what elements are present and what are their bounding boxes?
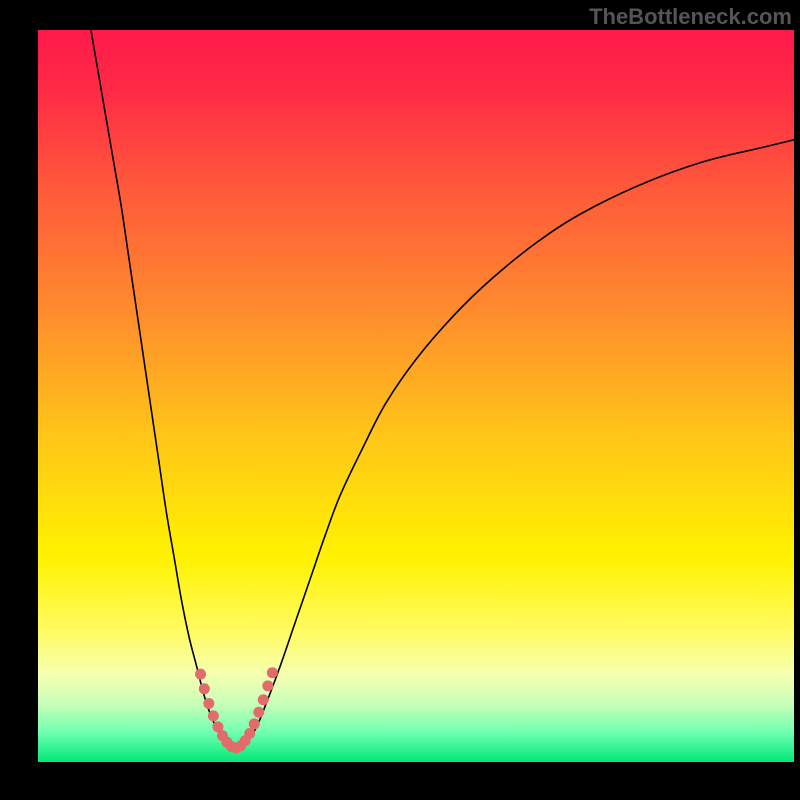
highlight-dot bbox=[267, 667, 278, 678]
bottleneck-chart bbox=[0, 0, 800, 800]
highlight-dot bbox=[195, 669, 206, 680]
highlight-dot bbox=[208, 710, 219, 721]
highlight-dot bbox=[199, 683, 210, 694]
highlight-dot bbox=[253, 707, 264, 718]
highlight-dot bbox=[262, 680, 273, 691]
watermark-text: TheBottleneck.com bbox=[589, 4, 792, 30]
highlight-dot bbox=[249, 718, 260, 729]
highlight-dot bbox=[244, 728, 255, 739]
highlight-dot bbox=[203, 698, 214, 709]
highlight-dot bbox=[258, 694, 269, 705]
plot-gradient-background bbox=[38, 30, 794, 762]
